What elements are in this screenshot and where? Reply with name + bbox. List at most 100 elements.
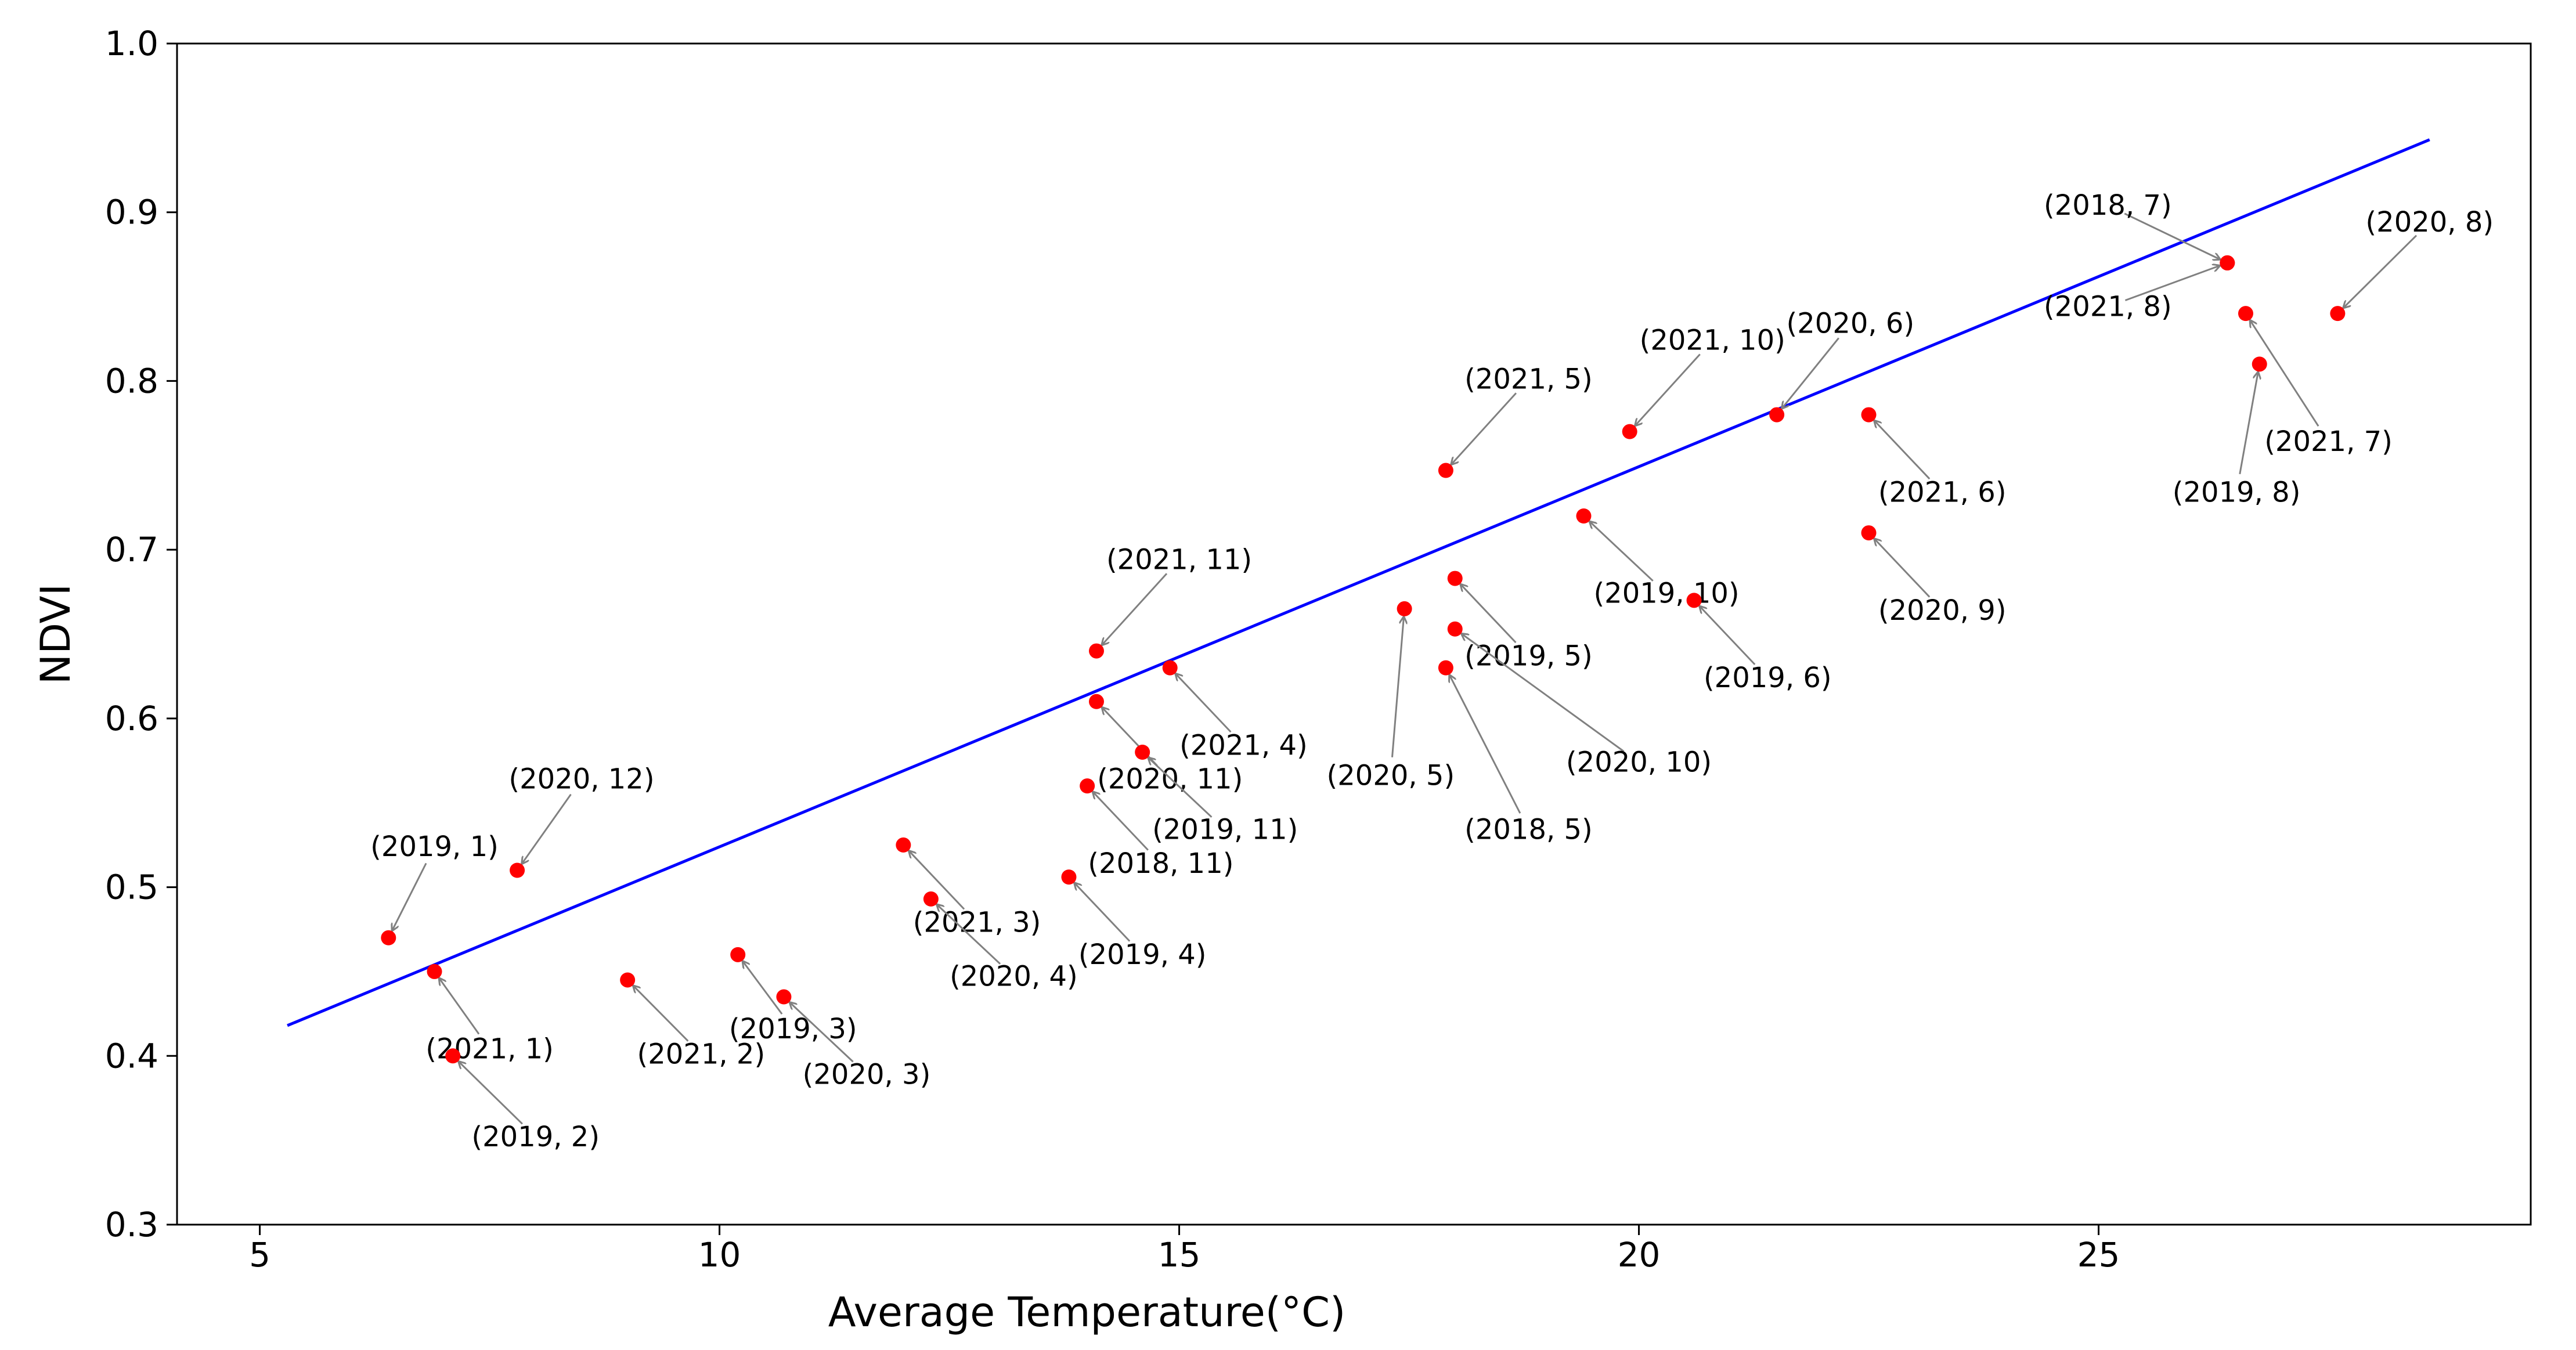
y-tick-label: 0.3 xyxy=(105,1205,158,1244)
y-tick-label: 0.5 xyxy=(105,868,158,907)
annotation-arrow xyxy=(459,1062,523,1125)
x-tick-label: 10 xyxy=(698,1235,741,1275)
annotation-arrow xyxy=(1391,617,1404,757)
x-tick-label: 5 xyxy=(249,1235,270,1275)
data-point xyxy=(427,963,442,979)
annotation-arrow xyxy=(1874,421,1931,480)
data-point xyxy=(1080,778,1095,794)
y-axis-title: NDVI xyxy=(32,584,80,685)
point-label: (2019, 11) xyxy=(1152,814,1298,846)
point-label: (2020, 4) xyxy=(950,961,1078,993)
annotation-arrow xyxy=(1074,883,1131,942)
annotation-arrow xyxy=(790,1002,854,1063)
point-label: (2019, 3) xyxy=(729,1013,857,1045)
data-point xyxy=(1162,660,1178,676)
y-tick-label: 0.9 xyxy=(105,193,158,232)
annotation-arrow xyxy=(1102,708,1158,767)
data-point xyxy=(923,891,939,907)
data-point xyxy=(1769,407,1785,423)
point-label: (2018, 11) xyxy=(1088,847,1233,880)
point-label: (2018, 5) xyxy=(1464,814,1593,846)
x-axis-title: Average Temperature(°C) xyxy=(828,1288,1346,1336)
y-tick-label: 1.0 xyxy=(105,24,158,63)
regression-line xyxy=(287,138,2430,1027)
point-label: (2019, 1) xyxy=(370,831,499,863)
annotation-arrow xyxy=(937,904,1001,965)
data-point xyxy=(2238,306,2253,322)
y-tick-label: 0.7 xyxy=(105,530,158,569)
data-point xyxy=(1061,869,1077,885)
annotation-arrow xyxy=(1462,634,1625,752)
data-point xyxy=(1088,694,1104,709)
annotation-arrow xyxy=(743,961,783,1015)
annotation-arrow xyxy=(439,978,480,1035)
point-label: (2021, 2) xyxy=(637,1038,766,1070)
data-point xyxy=(2252,356,2267,372)
data-point xyxy=(510,862,525,878)
point-label: (2020, 12) xyxy=(508,763,654,796)
data-point xyxy=(730,947,746,962)
data-point xyxy=(776,989,792,1005)
annotation-arrow xyxy=(2124,212,2220,259)
y-tick-label: 0.6 xyxy=(105,699,158,738)
data-point xyxy=(1861,407,1877,423)
annotation-arrow xyxy=(392,862,427,930)
data-point xyxy=(2220,255,2235,270)
data-point xyxy=(381,930,396,945)
point-label: (2021, 6) xyxy=(1878,476,2007,508)
annotation-arrow xyxy=(2250,320,2319,427)
point-label: (2019, 10) xyxy=(1593,577,1739,610)
point-label: (2020, 3) xyxy=(803,1058,931,1091)
point-label: (2019, 8) xyxy=(2173,476,2301,508)
data-point xyxy=(1438,463,1453,478)
point-label: (2019, 5) xyxy=(1464,640,1593,672)
annotation-arrow xyxy=(1635,353,1701,425)
point-label: (2021, 10) xyxy=(1640,324,1785,357)
data-point xyxy=(620,972,636,988)
point-label: (2021, 3) xyxy=(913,907,1041,939)
annotation-arrow xyxy=(909,851,965,910)
point-label: (2020, 8) xyxy=(2365,206,2494,239)
point-label: (2019, 4) xyxy=(1078,938,1207,971)
point-label: (2021, 4) xyxy=(1179,729,1308,761)
annotation-arrow xyxy=(1148,758,1213,818)
data-point xyxy=(2330,306,2346,322)
annotation-arrow xyxy=(633,986,689,1042)
point-label: (2020, 9) xyxy=(1878,594,2007,627)
x-tick-label: 15 xyxy=(1158,1235,1201,1275)
plot-frame xyxy=(176,42,2532,1226)
x-tick-label: 20 xyxy=(1618,1235,1661,1275)
point-label: (2021, 8) xyxy=(2044,291,2172,323)
data-point xyxy=(1397,601,1412,616)
annotation-arrow xyxy=(1590,522,1654,582)
annotation-arrow xyxy=(522,793,572,864)
point-label: (2020, 5) xyxy=(1327,760,1455,792)
annotation-arrow xyxy=(1700,607,1756,665)
data-point xyxy=(1447,621,1463,637)
point-label: (2021, 1) xyxy=(425,1033,554,1066)
point-label: (2020, 6) xyxy=(1787,308,1915,340)
point-label: (2019, 6) xyxy=(1704,662,1832,694)
annotation-arrow xyxy=(2343,234,2418,308)
annotation-arrow xyxy=(2239,372,2258,475)
point-label: (2019, 2) xyxy=(471,1121,600,1153)
annotation-arrow xyxy=(1782,337,1839,408)
annotation-arrow xyxy=(1460,584,1517,644)
data-point xyxy=(445,1048,461,1064)
data-point xyxy=(1576,508,1592,524)
point-label: (2021, 7) xyxy=(2264,425,2393,458)
annotation-arrow xyxy=(1175,674,1232,733)
data-point xyxy=(1447,571,1463,586)
data-point xyxy=(1438,660,1453,676)
annotation-arrow xyxy=(1874,539,1931,598)
data-point xyxy=(896,837,911,853)
data-point xyxy=(1135,745,1150,760)
x-tick-label: 25 xyxy=(2077,1235,2120,1275)
annotation-arrow xyxy=(1093,792,1149,851)
y-tick-label: 0.8 xyxy=(105,361,158,400)
point-label: (2020, 10) xyxy=(1566,746,1712,778)
point-label: (2021, 11) xyxy=(1106,544,1252,576)
data-point xyxy=(1622,424,1637,439)
y-tick-label: 0.4 xyxy=(105,1036,158,1075)
